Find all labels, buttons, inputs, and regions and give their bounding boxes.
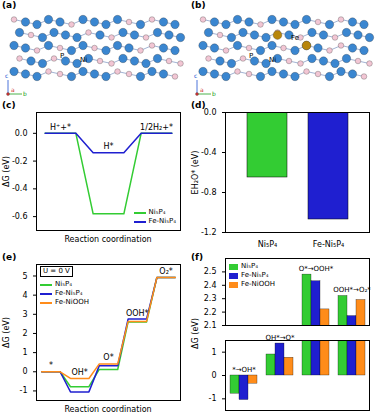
svg-text:-1.2: -1.2 [201, 228, 217, 237]
svg-text:2: 2 [22, 329, 27, 338]
svg-text:b: b [212, 90, 216, 97]
html-text:(d): (d) [191, 100, 206, 110]
svg-text:-0.8: -0.8 [201, 188, 217, 197]
svg-text:4: 4 [22, 291, 27, 300]
svg-text:-0.4: -0.4 [201, 148, 217, 157]
svg-text:2.4: 2.4 [204, 281, 217, 290]
svg-text:-0.2: -0.2 [12, 157, 28, 166]
svg-text:c: c [5, 72, 8, 79]
html-text:Reaction coordination: Reaction coordination [64, 405, 152, 414]
html-text:Ni₅P₄: Ni₅P₄ [148, 208, 166, 216]
svg-text:c: c [194, 72, 197, 79]
svg-text:2.3: 2.3 [204, 294, 217, 303]
svg-text:2.5: 2.5 [204, 267, 217, 276]
svg-text:ΔG (eV): ΔG (eV) [2, 317, 11, 348]
html-text:(b): (b) [191, 0, 206, 10]
html-text:Fe-Ni₅P₄: Fe-Ni₅P₄ [241, 271, 269, 279]
html-text:Fe-NiOOH: Fe-NiOOH [241, 280, 275, 288]
html-text:Reaction coordination: Reaction coordination [64, 235, 152, 244]
svg-text:EH₂O* (eV): EH₂O* (eV) [191, 151, 200, 195]
svg-text:b: b [23, 90, 27, 97]
svg-text:1: 1 [22, 348, 27, 357]
html-text:Fe-NiOOH: Fe-NiOOH [55, 298, 89, 306]
html-text:Ni₅P₄: Ni₅P₄ [241, 262, 258, 270]
svg-text:2.1: 2.1 [203, 321, 217, 331]
svg-text:Ni₅P₄: Ni₅P₄ [258, 240, 277, 249]
svg-text:Ni: Ni [269, 56, 276, 64]
svg-text:3: 3 [22, 310, 27, 319]
svg-text:O*→OOH*: O*→OOH* [299, 265, 334, 273]
svg-text:Fe: Fe [291, 34, 299, 42]
svg-text:a: a [11, 86, 15, 93]
svg-text:Fe-Ni₅P₄: Fe-Ni₅P₄ [313, 240, 344, 249]
svg-text:Ni: Ni [80, 56, 87, 64]
svg-text:ΔG (eV): ΔG (eV) [2, 156, 11, 187]
svg-text:O₂*: O₂* [159, 267, 173, 276]
svg-text:*: * [49, 361, 53, 370]
html-text:(e): (e) [2, 252, 17, 262]
svg-text:0.0: 0.0 [204, 108, 217, 117]
svg-text:OOH*→O₂*: OOH*→O₂* [333, 286, 371, 294]
html-text:(c): (c) [2, 100, 16, 110]
svg-text:OH*→O*: OH*→O* [265, 334, 295, 342]
svg-text:H*: H* [103, 142, 113, 151]
svg-text:-0.6: -0.6 [12, 212, 28, 221]
svg-text:O*: O* [103, 353, 113, 362]
html-text:Ni₅P₄: Ni₅P₄ [55, 280, 72, 288]
html-text:ΔG (eV): ΔG (eV) [190, 318, 200, 349]
svg-text:*→OH*: *→OH* [232, 366, 256, 374]
svg-text:0: 0 [22, 367, 27, 376]
html-text:Fe-Ni₅P₄: Fe-Ni₅P₄ [148, 217, 176, 225]
svg-text:OH*: OH* [72, 368, 88, 377]
svg-text:H⁺+*: H⁺+* [50, 123, 71, 132]
html-text:U = 0 V: U = 0 V [43, 267, 70, 275]
svg-text:-0.4: -0.4 [12, 184, 28, 193]
svg-text:5: 5 [22, 272, 27, 281]
svg-text:-1: -1 [209, 394, 217, 403]
svg-text:0.0: 0.0 [15, 129, 28, 138]
svg-text:P: P [249, 52, 253, 60]
svg-text:1/2H₂+*: 1/2H₂+* [140, 123, 173, 132]
html-text:Fe-Ni₅P₄: Fe-Ni₅P₄ [55, 289, 83, 297]
html-text:(a): (a) [2, 0, 17, 10]
html-text:(f): (f) [191, 252, 204, 262]
svg-text:P: P [60, 52, 64, 60]
svg-text:2.2: 2.2 [204, 308, 217, 317]
svg-text:0: 0 [211, 371, 216, 380]
svg-text:OOH*: OOH* [126, 309, 149, 318]
svg-text:a: a [200, 86, 204, 93]
svg-text:1: 1 [211, 348, 216, 357]
svg-text:-1: -1 [20, 386, 28, 395]
